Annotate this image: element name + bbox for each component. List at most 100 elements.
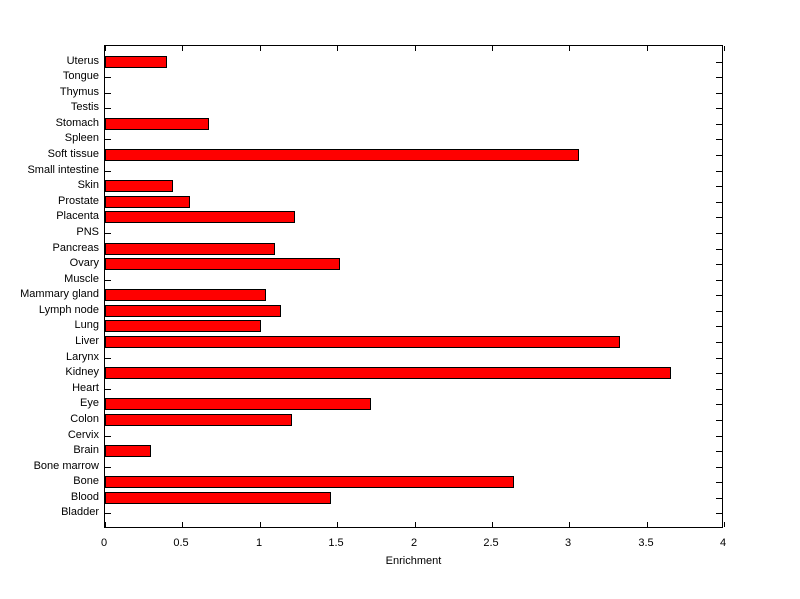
bar-kidney [105, 367, 671, 379]
bar-bone [105, 476, 514, 488]
y-tick-left-tongue [105, 77, 111, 78]
y-tick-label-prostate: Prostate [58, 195, 99, 207]
bar-uterus [105, 56, 167, 68]
y-tick-right-liver [716, 342, 722, 343]
bar-stomach [105, 118, 209, 130]
y-tick-label-ovary: Ovary [69, 257, 99, 269]
y-tick-label-mammary-gland: Mammary gland [20, 288, 99, 300]
y-tick-right-testis [716, 108, 722, 109]
y-tick-right-pns [716, 233, 722, 234]
y-tick-left-heart [105, 389, 111, 390]
y-tick-right-muscle [716, 280, 722, 281]
bar-pancreas [105, 243, 275, 255]
y-tick-label-thymus: Thymus [59, 86, 99, 98]
y-tick-label-bone: Bone [73, 475, 99, 487]
bar-lung [105, 320, 261, 332]
y-tick-label-testis: Testis [70, 101, 99, 113]
bar-lymph-node [105, 305, 281, 317]
y-tick-right-spleen [716, 139, 722, 140]
x-tick-label-0.5: 0.5 [173, 537, 189, 549]
y-tick-label-lung: Lung [74, 319, 99, 331]
x-tick-label-1: 1 [255, 537, 263, 549]
y-tick-right-larynx [716, 358, 722, 359]
y-tick-left-muscle [105, 280, 111, 281]
x-tick-top-3 [569, 46, 570, 51]
y-tick-label-bladder: Bladder [61, 506, 99, 518]
plot-area [104, 45, 725, 528]
y-tick-right-blood [716, 498, 722, 499]
y-tick-right-skin [716, 186, 722, 187]
y-tick-label-heart: Heart [72, 382, 99, 394]
x-tick-bottom-3 [569, 522, 570, 527]
y-tick-label-pancreas: Pancreas [52, 242, 99, 254]
bar-eye [105, 398, 371, 410]
y-tick-left-thymus [105, 93, 111, 94]
y-tick-left-bone-marrow [105, 467, 111, 468]
y-tick-label-liver: Liver [75, 335, 99, 347]
x-tick-bottom-2.5 [492, 522, 493, 527]
bar-colon [105, 414, 292, 426]
bar-placenta [105, 211, 295, 223]
bar-prostate [105, 196, 190, 208]
y-tick-label-muscle: Muscle [64, 273, 99, 285]
y-tick-label-tongue: Tongue [62, 70, 99, 82]
x-tick-top-0 [105, 46, 106, 51]
y-tick-label-stomach: Stomach [55, 117, 99, 129]
x-tick-bottom-0.5 [182, 522, 183, 527]
bar-ovary [105, 258, 340, 270]
y-tick-left-cervix [105, 436, 111, 437]
y-tick-left-spleen [105, 139, 111, 140]
bar-blood [105, 492, 331, 504]
y-tick-label-lymph-node: Lymph node [38, 304, 99, 316]
x-tick-top-4 [724, 46, 725, 51]
bar-mammary-gland [105, 289, 266, 301]
y-tick-label-cervix: Cervix [67, 429, 99, 441]
y-tick-right-small-intestine [716, 171, 722, 172]
x-tick-top-1.5 [337, 46, 338, 51]
bar-skin [105, 180, 173, 192]
x-tick-top-1 [260, 46, 261, 51]
y-tick-label-eye: Eye [80, 397, 99, 409]
x-tick-label-2.5: 2.5 [483, 537, 499, 549]
x-tick-bottom-0 [105, 522, 106, 527]
x-tick-label-3.5: 3.5 [638, 537, 654, 549]
x-tick-label-4: 4 [719, 537, 727, 549]
x-tick-label-0: 0 [100, 537, 108, 549]
y-tick-right-bone-marrow [716, 467, 722, 468]
y-tick-right-kidney [716, 373, 722, 374]
x-tick-top-2 [415, 46, 416, 51]
y-tick-right-mammary-gland [716, 295, 722, 296]
x-tick-bottom-1 [260, 522, 261, 527]
y-tick-right-placenta [716, 217, 722, 218]
y-tick-left-pns [105, 233, 111, 234]
y-tick-right-thymus [716, 93, 722, 94]
bar-brain [105, 445, 151, 457]
x-tick-top-3.5 [647, 46, 648, 51]
x-tick-bottom-1.5 [337, 522, 338, 527]
y-tick-label-brain: Brain [73, 444, 99, 456]
y-tick-right-soft-tissue [716, 155, 722, 156]
y-tick-right-eye [716, 404, 722, 405]
y-tick-right-bone [716, 482, 722, 483]
x-tick-label-1.5: 1.5 [328, 537, 344, 549]
bar-liver [105, 336, 620, 348]
y-tick-label-placenta: Placenta [56, 210, 99, 222]
y-tick-left-bladder [105, 513, 111, 514]
y-tick-label-colon: Colon [70, 413, 99, 425]
y-tick-right-heart [716, 389, 722, 390]
y-tick-left-testis [105, 108, 111, 109]
y-tick-right-bladder [716, 513, 722, 514]
x-tick-bottom-3.5 [647, 522, 648, 527]
y-tick-label-uterus: Uterus [66, 55, 99, 67]
x-tick-label-2: 2 [410, 537, 418, 549]
y-tick-label-kidney: Kidney [65, 366, 99, 378]
y-tick-right-lung [716, 326, 722, 327]
y-tick-label-spleen: Spleen [64, 132, 99, 144]
y-tick-right-prostate [716, 202, 722, 203]
y-tick-right-colon [716, 420, 722, 421]
x-tick-bottom-4 [724, 522, 725, 527]
y-tick-right-tongue [716, 77, 722, 78]
bar-soft-tissue [105, 149, 579, 161]
y-tick-label-skin: Skin [77, 179, 99, 191]
